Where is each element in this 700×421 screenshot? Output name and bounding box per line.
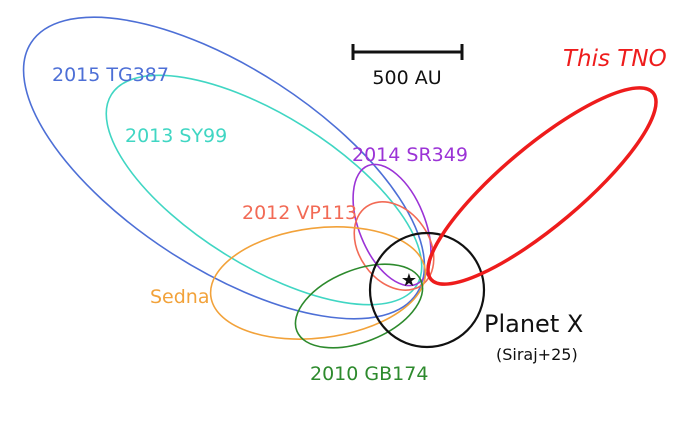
orbit-this-tno <box>426 86 658 286</box>
scale-bar <box>351 44 464 60</box>
orbit-sedna <box>209 226 427 340</box>
orbit-planet-x <box>368 231 486 349</box>
label-2015-tg387: 2015 TG387 <box>52 64 169 86</box>
label-sedna: Sedna <box>150 286 210 308</box>
orbit-2010-gb174 <box>294 263 424 349</box>
orbit-2014-sr349 <box>352 163 432 287</box>
orbit-2015-tg387 <box>22 16 426 320</box>
orbit-2013-sy99 <box>105 74 423 306</box>
label-2014-sr349: 2014 SR349 <box>352 144 468 166</box>
label-planet-x-citation: (Siraj+25) <box>496 345 578 364</box>
star-icon: ★ <box>401 270 417 291</box>
label-2012-vp113: 2012 VP113 <box>242 202 357 224</box>
label-2010-gb174: 2010 GB174 <box>310 363 428 385</box>
label-2013-sy99: 2013 SY99 <box>125 125 227 147</box>
label-this-tno: This TNO <box>563 46 667 72</box>
label-planet-x: Planet X <box>484 310 583 338</box>
scale-bar-label: 500 AU <box>372 67 441 89</box>
